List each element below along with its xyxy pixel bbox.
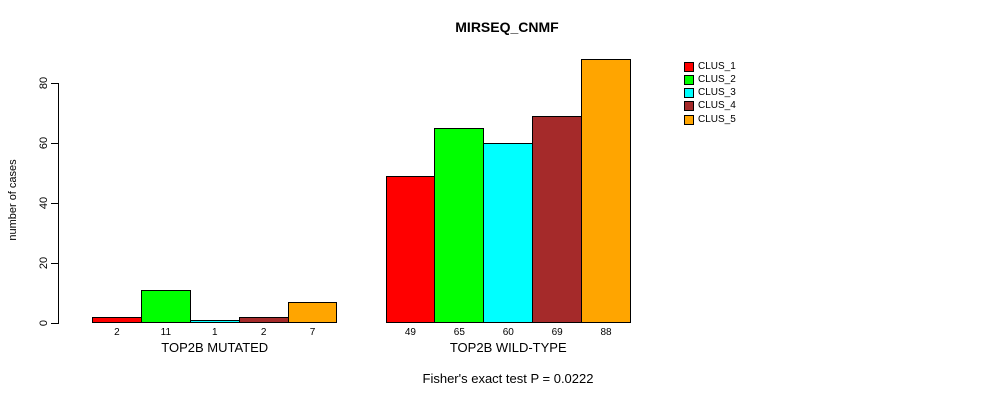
bar-clus_4 [532,116,583,323]
bar-clus_3 [483,143,534,323]
bar-clus_1 [92,317,142,323]
y-axis-tick [51,143,58,144]
bar-clus_5 [581,59,631,323]
bar-value-label: 1 [211,327,218,338]
y-axis-label: number of cases [7,159,19,241]
legend-label: CLUS_5 [698,113,736,125]
fisher-test-caption: Fisher's exact test P = 0.0222 [422,371,594,386]
legend-label: CLUS_3 [698,87,736,99]
group-label: TOP2B WILD-TYPE [449,340,567,355]
group-label: TOP2B MUTATED [161,340,269,355]
y-axis-tick-label: 40 [38,196,50,210]
bar-clus_2 [140,290,191,323]
chart-title: MIRSEQ_CNMF [455,19,559,35]
y-axis-tick-label: 20 [38,256,50,270]
legend-swatch-clus_5 [684,114,694,125]
bar-value-label: 2 [114,327,120,338]
y-axis-tick [51,263,58,264]
bar-value-label: 11 [160,327,172,338]
legend-swatch-clus_4 [684,101,694,112]
y-axis-tick-label: 80 [38,76,50,90]
bar-value-label: 65 [453,327,465,338]
bar-value-label: 7 [309,327,316,338]
bar-value-label: 88 [600,327,612,338]
bar-clus_3 [189,320,240,323]
y-axis-tick [51,323,58,324]
y-axis-line [58,83,59,324]
legend-swatch-clus_2 [684,74,694,85]
legend-swatch-clus_3 [684,88,694,99]
bar-clus_5 [287,302,338,323]
legend-label: CLUS_1 [698,60,736,72]
bar-value-label: 69 [551,327,563,338]
bar-clus_1 [385,176,436,323]
bar-clus_2 [434,128,485,323]
bar-value-label: 60 [502,327,514,338]
legend-label: CLUS_2 [698,73,736,85]
y-axis-tick [51,83,58,84]
bar-value-label: 49 [404,327,416,338]
bar-clus_4 [238,317,289,323]
legend-label: CLUS_4 [698,100,736,112]
bar-value-label: 2 [260,327,267,338]
y-axis-tick [51,203,58,204]
y-axis-tick-label: 0 [38,319,50,327]
legend-swatch-clus_1 [684,61,694,72]
y-axis-tick-label: 60 [38,136,50,150]
